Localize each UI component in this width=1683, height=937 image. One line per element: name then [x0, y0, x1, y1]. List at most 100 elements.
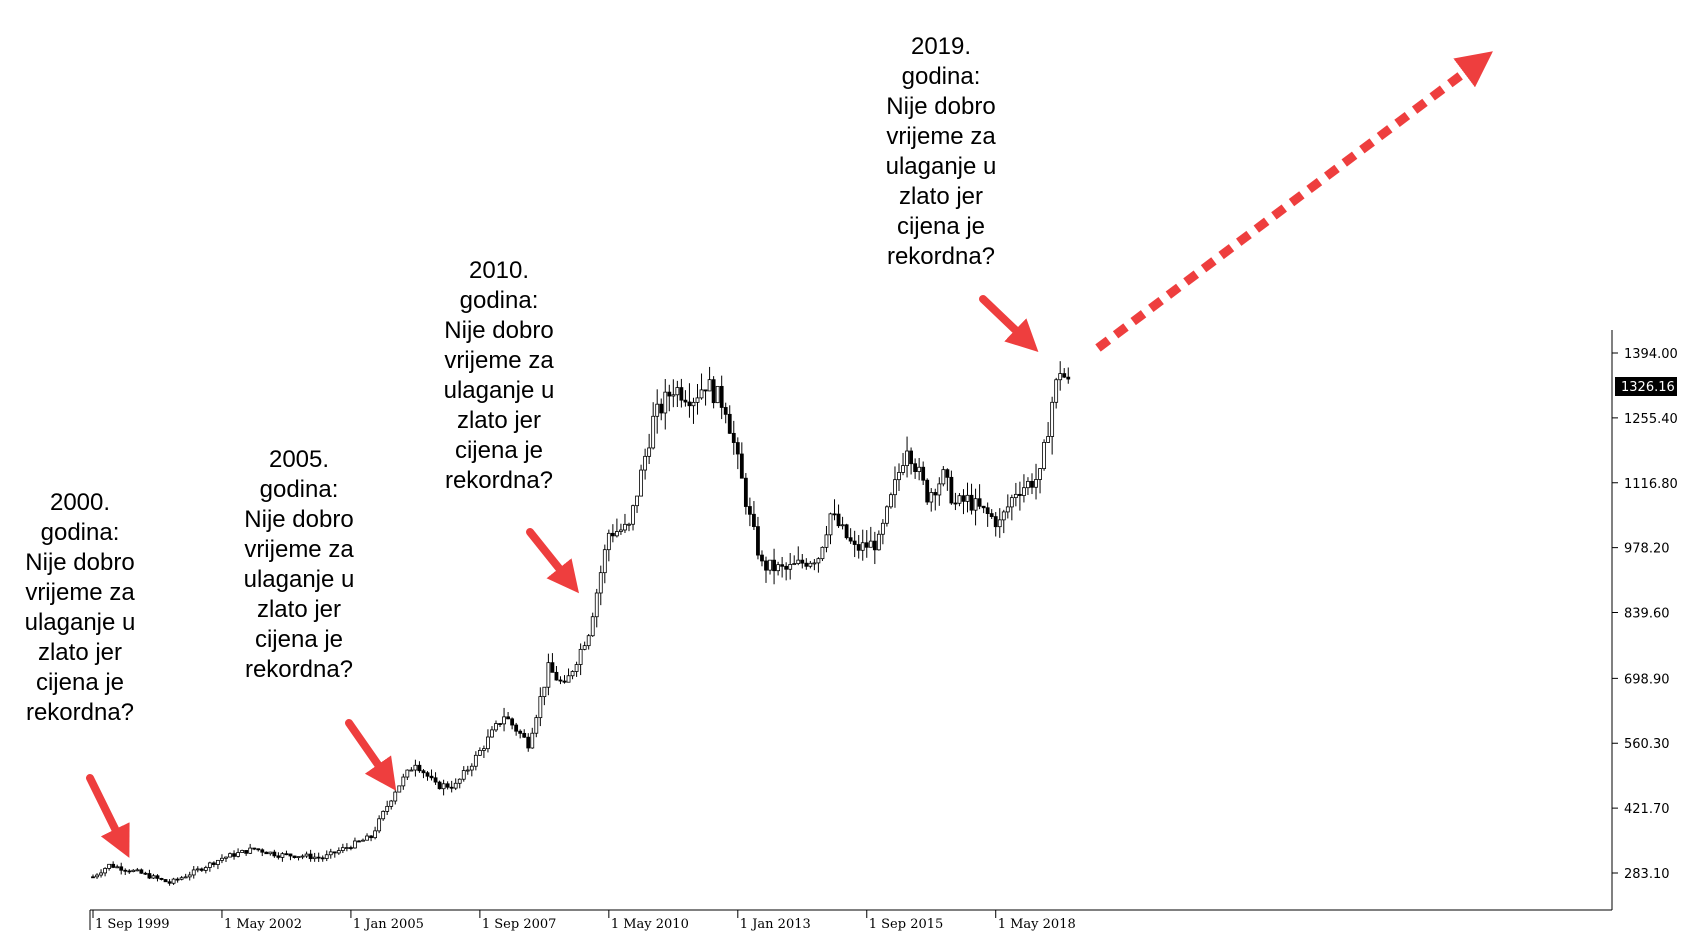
candle-body [143, 872, 148, 875]
candle-body [764, 560, 768, 571]
candle-body [997, 519, 1002, 528]
candle-body [1001, 511, 1006, 521]
candle-body [498, 723, 502, 725]
candle-body [421, 770, 426, 774]
candle-body [872, 540, 877, 551]
candle-body [1058, 373, 1063, 381]
candle-body [320, 857, 325, 860]
candle-body [824, 534, 829, 548]
x-tick-label: 1 May 2002 [224, 917, 302, 932]
candle-body [844, 524, 849, 539]
candle-body [175, 878, 180, 881]
candle-body [171, 878, 176, 884]
candle-body [635, 495, 639, 507]
candle-body [752, 513, 756, 527]
candle-body [433, 777, 438, 783]
candle-body [856, 544, 861, 551]
candle-body [344, 847, 349, 849]
candle-body [1054, 379, 1059, 403]
candle-body [288, 853, 293, 857]
candle-body [643, 455, 648, 471]
candle-body [675, 387, 680, 396]
candle-body [792, 563, 797, 565]
candle-body [429, 775, 434, 779]
candle-body [1013, 493, 1018, 499]
candle-body [909, 450, 913, 465]
candle-body [369, 835, 373, 839]
candle-body [272, 851, 277, 857]
candle-body [735, 442, 740, 455]
candle-body [477, 750, 482, 756]
candle-body [1022, 487, 1026, 496]
candle-body [1005, 506, 1010, 513]
x-axis-ticks: 1 Sep 1999 1 May 2002 1 Jan 2005 1 Sep 2007… [92, 910, 1076, 932]
candle-body [159, 877, 164, 880]
candle-body [1042, 442, 1046, 469]
candle-body [506, 716, 510, 720]
candle-body [905, 450, 909, 467]
candle-body [187, 874, 192, 878]
annotation-2010: 2010. godina: Nije dobro vrijeme za ulag… [443, 257, 555, 494]
candle-body [292, 855, 297, 859]
candle-body [336, 850, 341, 854]
candle-body [445, 783, 450, 788]
candle-body [139, 869, 144, 874]
candle-body [711, 379, 716, 404]
candle-body [191, 869, 196, 876]
candle-body [772, 559, 776, 572]
candle-body [610, 532, 615, 537]
candle-body [808, 562, 813, 567]
candle-body [413, 764, 418, 771]
candle-body [784, 565, 789, 570]
candle-body [377, 818, 382, 832]
candle-body [933, 492, 938, 496]
candle-body [123, 869, 128, 872]
candle-body [945, 469, 950, 478]
current-price-tag-bg [1615, 377, 1677, 396]
candle-body [695, 397, 700, 403]
candle-body [183, 876, 188, 879]
candle-body [91, 876, 95, 879]
candle-body [316, 856, 321, 859]
candle-body [627, 523, 631, 526]
candle-body [747, 506, 752, 515]
current-price-label: 1326.16 [1621, 380, 1675, 395]
candle-body [893, 479, 897, 496]
candle-body [1066, 376, 1071, 380]
axes-layer [89, 330, 1613, 930]
candle-body [1026, 480, 1030, 489]
candle-body [631, 505, 635, 525]
y-tick-label: 1255.40 [1624, 412, 1678, 427]
candle-body [989, 513, 994, 517]
candle-body [901, 465, 905, 473]
candle-body [280, 853, 285, 858]
candle-body [324, 854, 329, 859]
candle-body [897, 472, 901, 481]
candle-body [248, 847, 253, 854]
candle-body [760, 554, 764, 562]
candle-body [389, 800, 394, 807]
candle-body [381, 810, 386, 820]
candle-body [602, 549, 607, 574]
candle-body [864, 542, 869, 548]
candle-body [973, 498, 978, 511]
candle-body [1030, 480, 1034, 488]
candle-body [361, 839, 365, 842]
candle-body [167, 881, 172, 884]
annotation-2000: 2000. godina: Nije dobro vrijeme za ulag… [24, 489, 136, 726]
y-axis-ticks: 1394.00 1255.40 1116.80 978.20 839.60 698.90 5… [1612, 347, 1678, 882]
candle-body [155, 875, 160, 879]
candle-body [582, 645, 587, 650]
candle-body [578, 648, 583, 665]
annotation-2019: 2019. godina: Nije dobro vrijeme za ulag… [885, 33, 997, 270]
candle-body [977, 498, 982, 507]
candle-body [119, 866, 124, 871]
candle-body [211, 862, 216, 865]
candle-body [788, 564, 793, 570]
candle-body [1018, 493, 1022, 496]
candle-body [606, 532, 611, 551]
x-tick-label: 1 Jan 2005 [353, 917, 424, 932]
candle-body [800, 559, 805, 564]
candle-body [449, 786, 454, 789]
candle-body [401, 776, 406, 787]
